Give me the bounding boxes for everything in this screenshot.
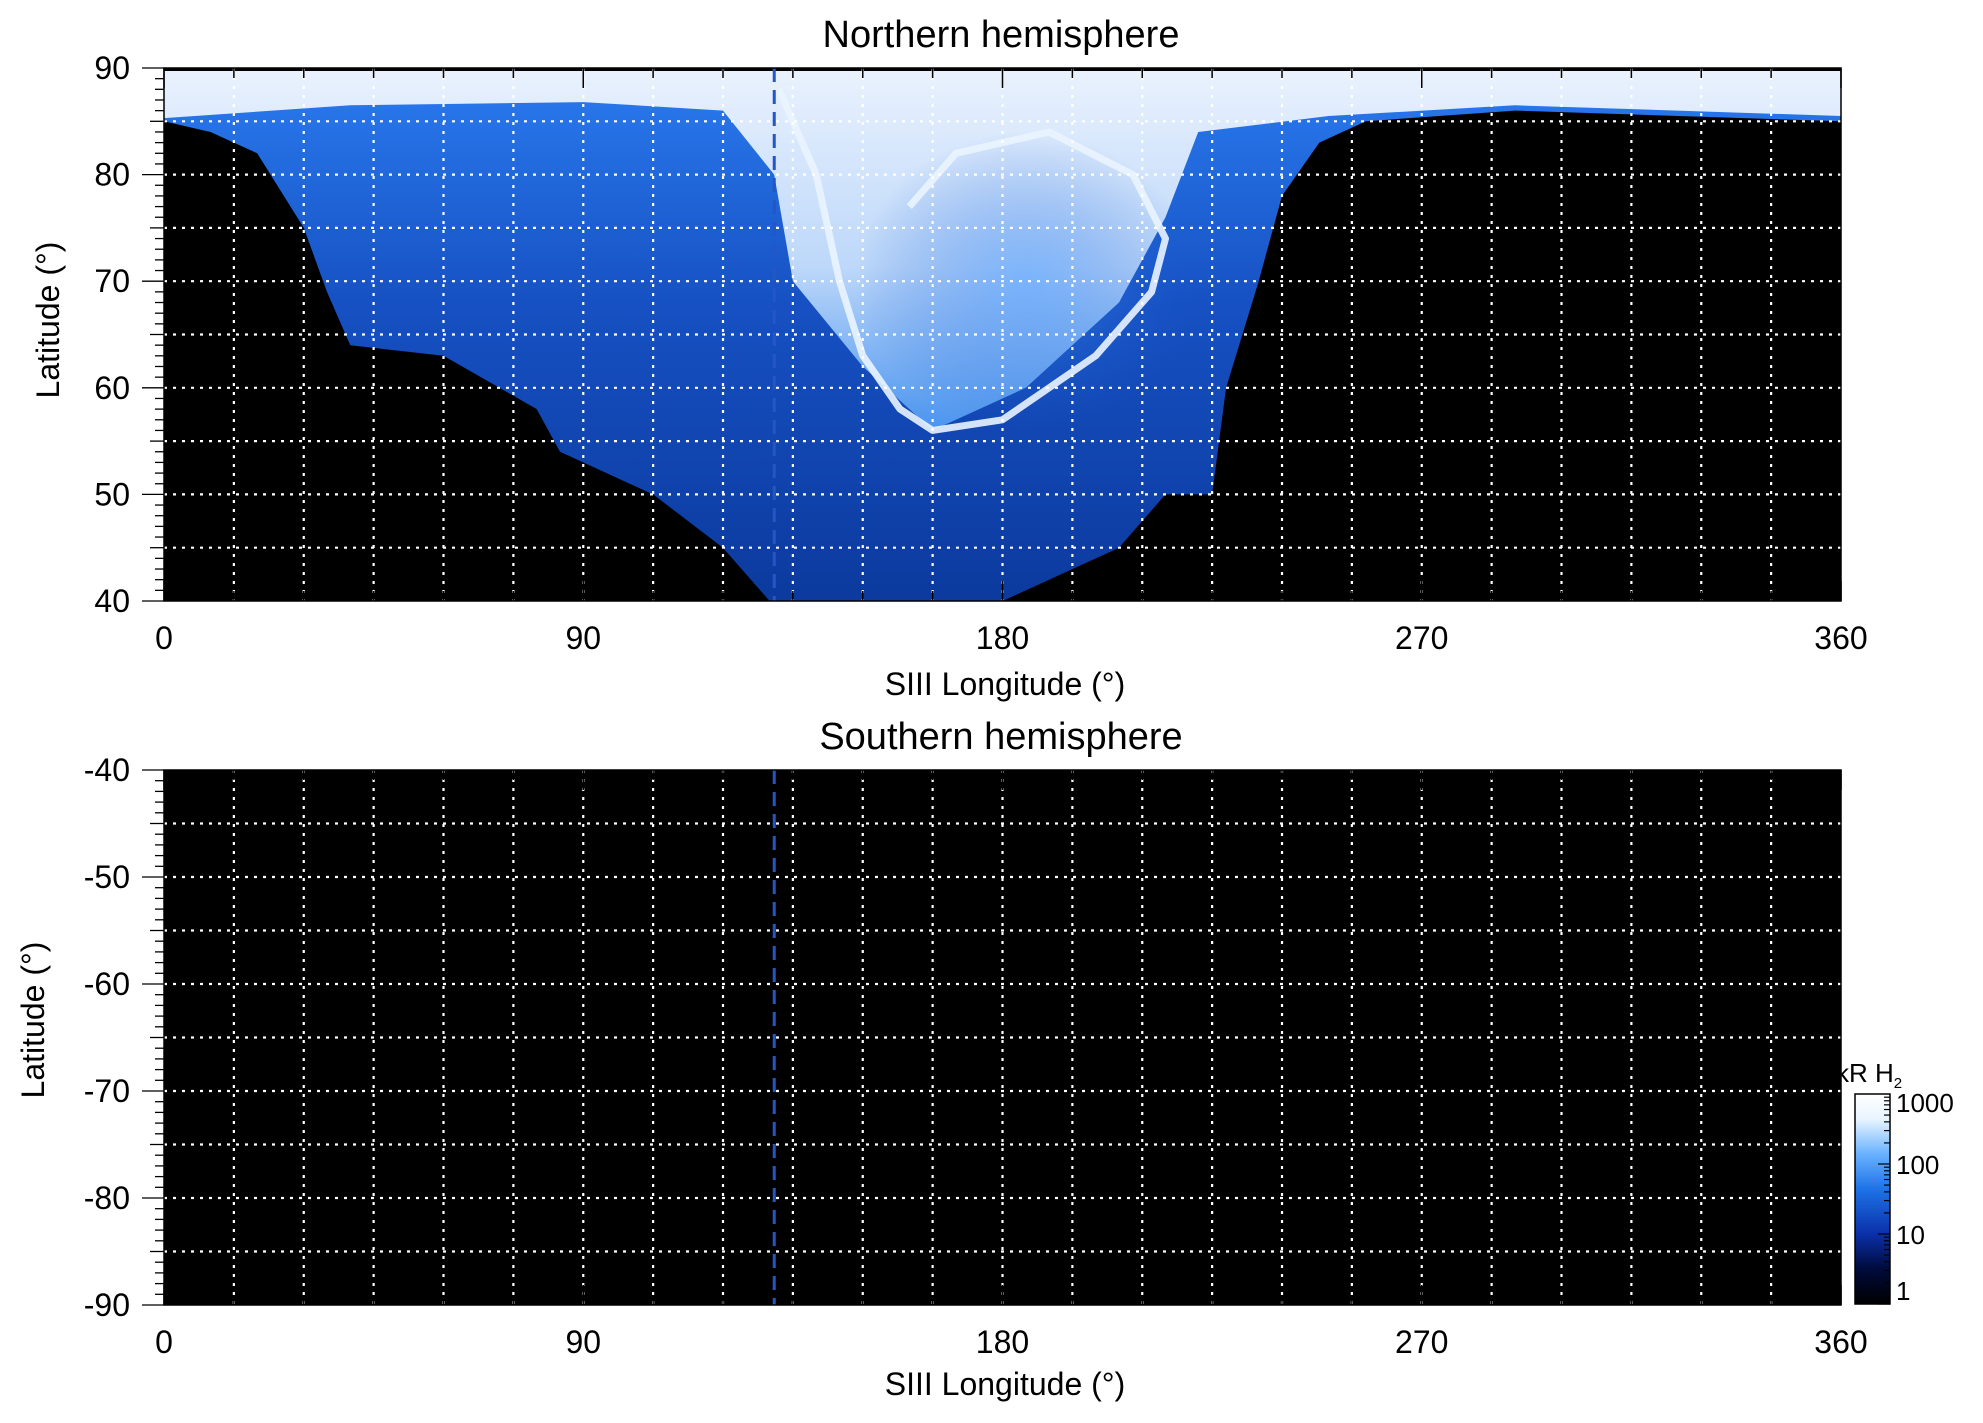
north-heatmap-panel: 0 90 180 270 360 40 50 60 70 80 90: [94, 50, 1867, 656]
north-y-tick-label: 90: [94, 50, 130, 86]
north-main-oval: [775, 87, 1169, 434]
south-y-tick-label: -60: [84, 966, 130, 1002]
north-x-tick-label: 90: [565, 620, 601, 656]
south-panel-title: Southern hemisphere: [819, 716, 1183, 758]
south-x-axis-title: SIII Longitude (°): [884, 1366, 1126, 1402]
south-x-tick-label: 0: [155, 1324, 173, 1360]
north-oval-glow: [855, 131, 1196, 432]
north-x-tick-label: 0: [155, 620, 173, 656]
colorbar-tick-label: 1: [1896, 1276, 1910, 1306]
north-y-tick-label: 40: [94, 583, 130, 619]
colorbar-tick-label: 100: [1896, 1150, 1939, 1180]
south-x-axis: 0 90 180 270 360: [155, 770, 1868, 1360]
north-x-tick-label: 180: [976, 620, 1029, 656]
north-y-axis: 40 50 60 70 80 90: [94, 50, 164, 619]
north-y-tick-label: 50: [94, 476, 130, 512]
south-y-tick-label: -80: [84, 1180, 130, 1216]
colorbar-gradient: [1854, 1093, 1891, 1305]
south-x-tick-label: 180: [976, 1324, 1029, 1360]
north-x-tick-label: 360: [1814, 620, 1867, 656]
south-x-tick-label: 90: [565, 1324, 601, 1360]
colorbar: 1 10 100 1000: [1854, 1088, 1954, 1306]
south-grid: [164, 770, 1841, 1305]
colorbar-unit-text: kR H: [1836, 1058, 1894, 1088]
north-x-tick-label: 270: [1395, 620, 1448, 656]
colorbar-tick-label: 1000: [1896, 1088, 1954, 1118]
north-y-tick-label: 60: [94, 370, 130, 406]
north-x-axis-title: SIII Longitude (°): [884, 666, 1126, 702]
south-x-tick-label: 360: [1814, 1324, 1867, 1360]
colorbar-tick-label: 10: [1896, 1220, 1925, 1250]
south-y-tick-label: -40: [84, 752, 130, 788]
north-panel-title: Northern hemisphere: [822, 14, 1180, 56]
north-y-tick-label: 80: [94, 157, 130, 193]
north-grid: [164, 68, 1841, 601]
colorbar-unit-subscript: 2: [1893, 1075, 1903, 1093]
south-y-tick-label: -50: [84, 859, 130, 895]
south-x-tick-label: 270: [1395, 1324, 1448, 1360]
colorbar-unit-label: kR H2: [1836, 1058, 1902, 1092]
north-y-tick-label: 70: [94, 263, 130, 299]
south-y-tick-label: -70: [84, 1073, 130, 1109]
south-y-tick-label: -90: [84, 1287, 130, 1323]
south-y-axis: -40 -50 -60 -70 -80 -90: [84, 752, 164, 1323]
north-x-axis: 0 90 180 270 360: [155, 68, 1868, 656]
south-heatmap-panel: 0 90 180 270 360 -40 -50 -60 -70 -80 -90: [84, 752, 1868, 1360]
